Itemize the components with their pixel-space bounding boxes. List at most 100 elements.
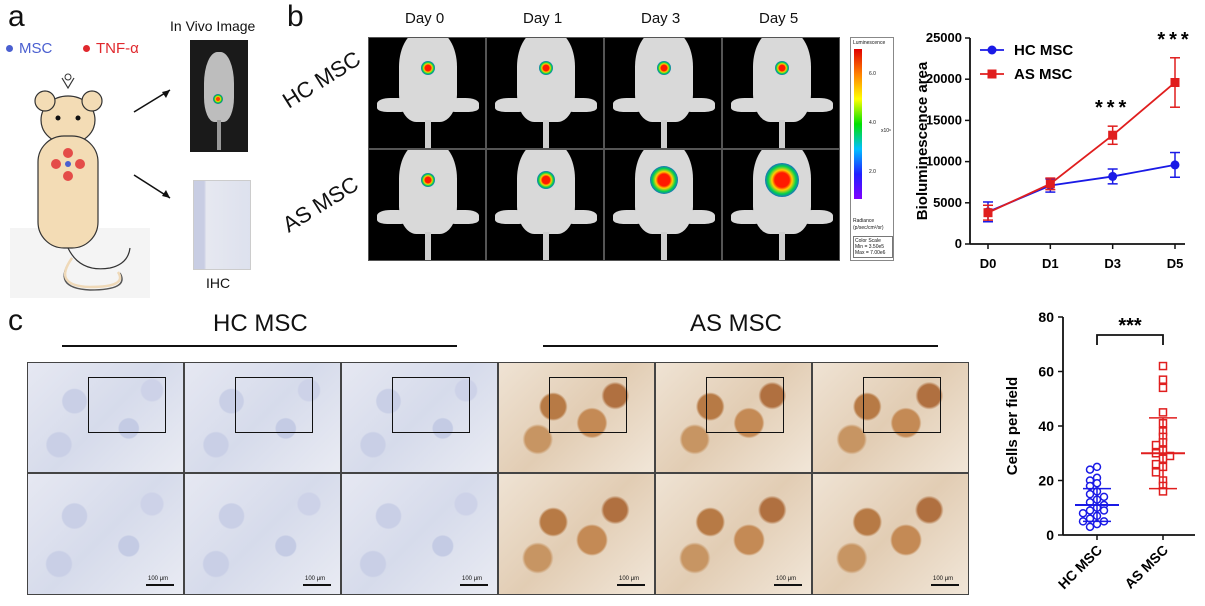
data-point [1170,160,1180,170]
zoom-region-box [392,377,470,433]
data-point [1151,459,1161,469]
data-point [1158,375,1168,384]
scale-bar [460,584,488,586]
ivis-image-cell [486,149,604,261]
scale-unit2: (p/sec/cm²/sr) [853,225,884,231]
ivis-image-cell [368,149,486,261]
ihc-micrograph-bottom: 100 μm [812,473,969,595]
mouse-leg [445,210,479,224]
legend-label: HC MSC [1014,42,1073,59]
significance-bracket [1096,334,1164,345]
scale-bar-label: 100 μm [305,576,326,582]
mouse-leg [495,210,529,224]
ivis-image-cell [604,149,722,261]
scale-title: Luminescence [853,40,886,46]
mouse-leg [613,98,647,112]
y-tick-label: 20 [1038,473,1054,489]
data-point [1158,408,1168,417]
data-point [1108,171,1118,181]
scale-bar [146,584,174,586]
y-tick-label: 0 [955,236,962,251]
legend-marker [987,45,997,55]
x-tick-label: HC MSC [1055,542,1105,592]
in-vivo-image [190,40,248,152]
zoom-region-box [863,377,941,433]
ivis-image-cell [722,149,840,261]
zoom-region-box [706,377,784,433]
group-underline-hc [62,345,457,347]
mouse-leg [613,210,647,224]
scale-exponent: x10⁶ [881,128,892,134]
data-point [1170,77,1180,87]
mouse-tail [779,120,785,148]
mouse-tail [425,232,431,260]
scale-color-label: Color Scale [855,238,881,244]
bioluminescence-signal [537,171,555,189]
x-tick-label: D5 [1167,256,1184,271]
x-tick-label: D3 [1104,256,1121,271]
scale-tick-6: 6.0 [869,71,876,77]
ihc-micrograph-bottom: 100 μm [184,473,341,595]
significance-marker: *** [1118,315,1142,337]
scale-bar [303,584,331,586]
mouse-leg [445,98,479,112]
y-tick-label: 0 [1046,527,1054,543]
data-point [1085,522,1095,532]
bioluminescence-line-chart: 0 5000 10000 15000 20000 25000 D0 D1 D3 D5 Biolumi… [914,29,1192,271]
color-scale-panel: Luminescence 6.0 4.0 x10⁶ 2.0 Radiance (… [850,37,894,261]
zoom-region-box [549,377,627,433]
ihc-label: IHC [206,275,231,291]
scale-min: Min = 3.50e5 [855,244,885,250]
mouse-leg [731,98,765,112]
zoom-region-box [88,377,166,433]
series-line-as [987,81,1176,214]
x-tick-label: D1 [1042,256,1059,271]
day-label-1: Day 1 [523,10,563,27]
ihc-thumbnail [193,180,251,270]
panel-a-letter: a [8,0,25,33]
mouse-leg [799,98,833,112]
ivis-image-cell [722,37,840,149]
y-axis-label: Bioluminescence area [914,61,931,220]
mouse-leg [563,98,597,112]
y-axis-label: Cells per field [1004,377,1021,475]
mouse-tail [661,232,667,260]
data-point [1085,489,1095,499]
ihc-micrograph-top [184,362,341,473]
mouse-leg [731,210,765,224]
mouse-leg [563,210,597,224]
ihc-micrograph-bottom: 100 μm [655,473,812,595]
group-label-hc: HC MSC [213,310,308,337]
y-tick-label: 40 [1038,418,1054,434]
data-point [1085,506,1095,515]
scale-tick-2: 2.0 [869,169,876,175]
arrow-icon [133,89,171,199]
ihc-micrograph-bottom: 100 μm [341,473,498,595]
scale-bar-label: 100 μm [933,576,954,582]
y-tick-label: 15000 [926,112,962,127]
msc-dot-icon [6,45,13,52]
mouse-tail [543,120,549,148]
data-point [1099,492,1109,502]
mouse-tail [661,120,667,148]
data-point [1045,179,1055,189]
data-point [1078,508,1088,518]
scale-bar [931,584,959,586]
mouse-leg [681,98,715,112]
scale-gradient [854,49,862,199]
mouse-leg [799,210,833,224]
significance-marker: *** [1095,97,1130,119]
y-tick-label: 20000 [926,71,962,86]
data-point [1092,462,1102,472]
x-tick-label: D0 [980,256,997,271]
legend-label: AS MSC [1014,66,1073,83]
significance-marker: *** [1157,29,1192,51]
day-label-3: Day 5 [759,10,799,27]
legend-tnf: TNF-α [83,40,139,57]
y-tick-label: 5000 [933,195,962,210]
row-label-hc: HC MSC [278,46,365,114]
bioluminescence-signal [421,61,435,75]
mouse-leg [495,98,529,112]
ihc-micrograph-bottom: 100 μm [498,473,655,595]
data-point [983,208,993,218]
